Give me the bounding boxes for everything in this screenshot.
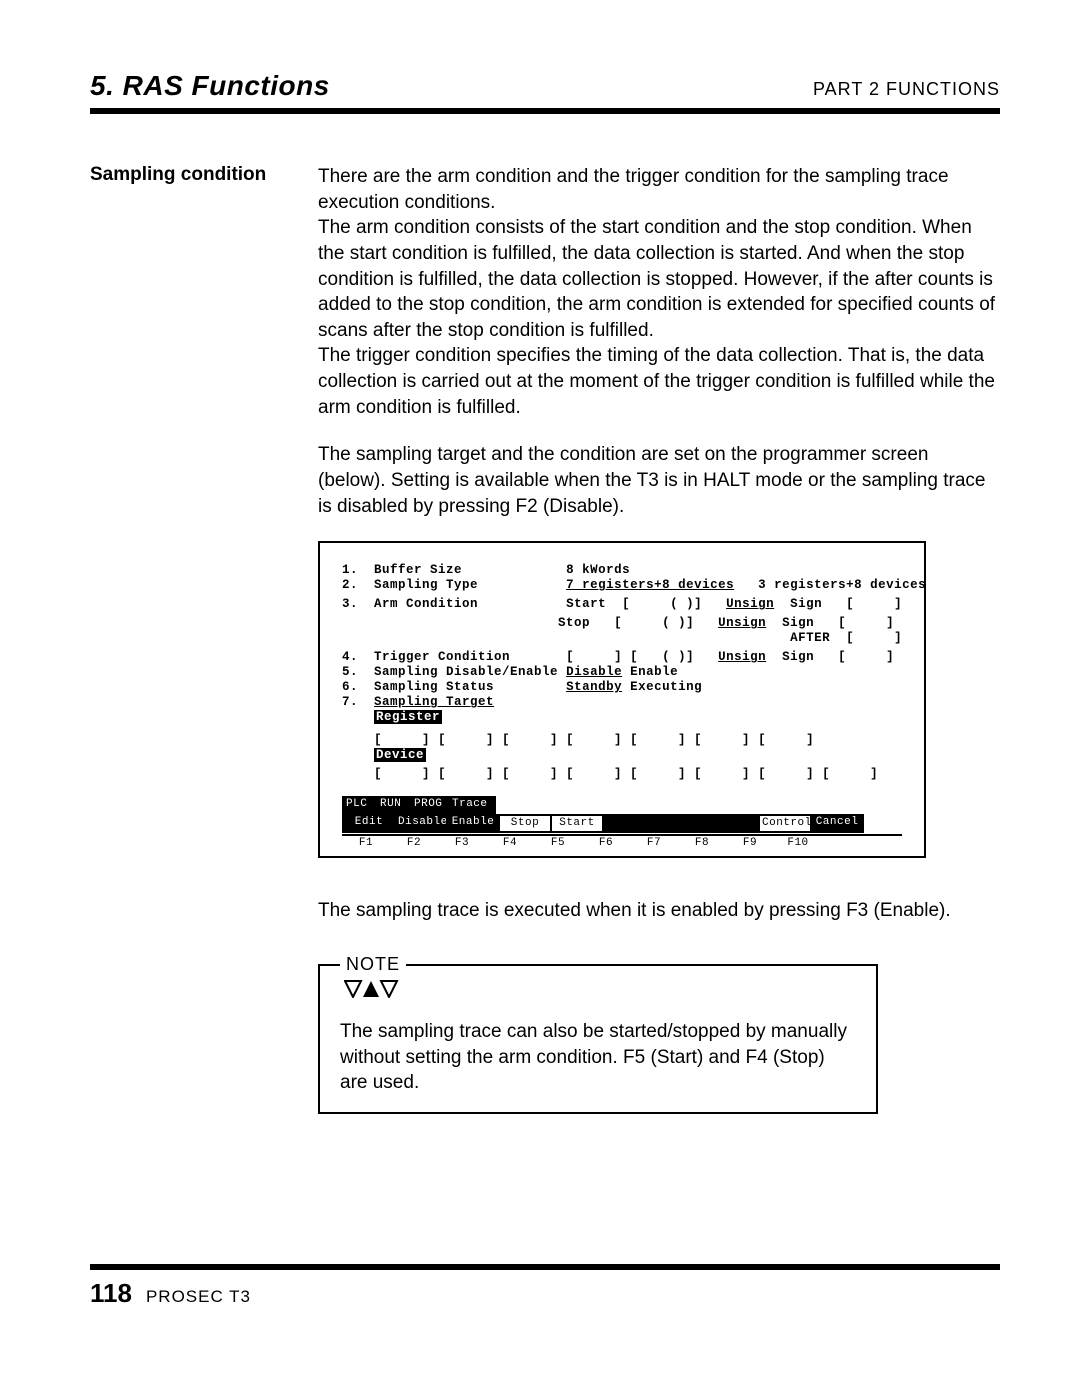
footer: 118 PROSEC T3 — [90, 1264, 1000, 1309]
fnum-9: F9 — [726, 836, 774, 850]
fkey-disable[interactable]: Disable — [394, 814, 446, 833]
status-plc: PLC — [342, 796, 376, 813]
fkey-control[interactable]: Control — [758, 814, 810, 833]
header: 5. RAS Functions PART 2 FUNCTIONS — [90, 70, 1000, 114]
fkey-f8[interactable] — [706, 814, 758, 833]
fnum-5: F5 — [534, 836, 582, 850]
fnum-2: F2 — [390, 836, 438, 850]
p1-text: There are the arm condition and the trig… — [318, 166, 949, 213]
screen-line-4b: AFTER [ ] — [342, 631, 902, 646]
paragraph-1: There are the arm condition and the trig… — [318, 164, 1000, 420]
page: 5. RAS Functions PART 2 FUNCTIONS Sampli… — [0, 0, 1080, 1397]
fnum-8: F8 — [678, 836, 726, 850]
fnum-1: F1 — [342, 836, 390, 850]
screen-line-3: 3. Arm Condition Start [ ( )] Unsign Sig… — [342, 597, 902, 612]
screen-devrow: [ ] [ ] [ ] [ ] [ ] [ ] [ ] [ ] — [342, 767, 902, 782]
paragraph-5: The sampling trace is executed when it i… — [318, 898, 1000, 924]
fnum-4: F4 — [486, 836, 534, 850]
note-text: The sampling trace can also be started/s… — [340, 1019, 856, 1096]
side-heading: Sampling condition — [90, 164, 290, 186]
fkey-enable[interactable]: Enable — [446, 814, 498, 833]
note-label: NOTE — [340, 952, 406, 976]
footer-label: PROSEC T3 — [146, 1287, 251, 1307]
attention-triangles-icon — [344, 980, 400, 998]
fkey-stop[interactable]: Stop — [498, 814, 550, 833]
screen-line-6: 5. Sampling Disable/Enable Disable Enabl… — [342, 665, 902, 680]
screen-line-1: 1. Buffer Size 8 kWords — [342, 563, 902, 578]
screen-line-8: 7. Sampling Target — [342, 695, 902, 710]
screen-line-7: 6. Sampling Status Standby Executing — [342, 680, 902, 695]
screen-line-4: Stop [ ( )] Unsign Sign [ ] — [342, 616, 902, 631]
fkey-cancel[interactable]: Cancel — [810, 814, 864, 833]
screen-fkey-labels: Edit Disable Enable Stop Start Control C… — [342, 814, 902, 833]
status-trace: Trace — [448, 796, 496, 813]
page-number: 118 — [90, 1278, 132, 1309]
chapter-title: 5. RAS Functions — [90, 70, 330, 102]
screen-line-2: 2. Sampling Type 7 registers+8 devices 3… — [342, 578, 902, 593]
fkey-f6[interactable] — [602, 814, 654, 833]
p3-text: The trigger condition specifies the timi… — [318, 345, 995, 417]
paragraph-4: The sampling target and the condition ar… — [318, 442, 1000, 519]
status-prog: PROG — [410, 796, 448, 813]
screen-line-8b: Register — [342, 710, 902, 725]
screen-fkey-numbers: F1 F2 F3 F4 F5 F6 F7 F8 F9 F10 — [342, 834, 902, 850]
programmer-screen: 1. Buffer Size 8 kWords 2. Sampling Type… — [318, 541, 926, 858]
part-label: PART 2 FUNCTIONS — [813, 79, 1000, 100]
note-icons — [340, 980, 856, 1006]
screen-line-5: 4. Trigger Condition [ ] [ ( )] Unsign S… — [342, 650, 902, 665]
fnum-10: F10 — [774, 836, 822, 850]
status-run: RUN — [376, 796, 410, 813]
right-column: There are the arm condition and the trig… — [318, 164, 1000, 1114]
fkey-edit[interactable]: Edit — [342, 814, 394, 833]
fkey-f7[interactable] — [654, 814, 706, 833]
p2-text: The arm condition consists of the start … — [318, 217, 995, 341]
left-column: Sampling condition — [90, 164, 290, 1114]
fnum-3: F3 — [438, 836, 486, 850]
screen-status-bar: PLC RUN PROG Trace — [342, 796, 902, 813]
fnum-6: F6 — [582, 836, 630, 850]
note-box: NOTE The sampling trace can also be star… — [318, 964, 878, 1115]
body: Sampling condition There are the arm con… — [90, 164, 1000, 1114]
screen-line-8c: Device — [342, 748, 902, 763]
fkey-start[interactable]: Start — [550, 814, 602, 833]
fnum-7: F7 — [630, 836, 678, 850]
screen-regrow: [ ] [ ] [ ] [ ] [ ] [ ] [ ] — [342, 733, 902, 748]
